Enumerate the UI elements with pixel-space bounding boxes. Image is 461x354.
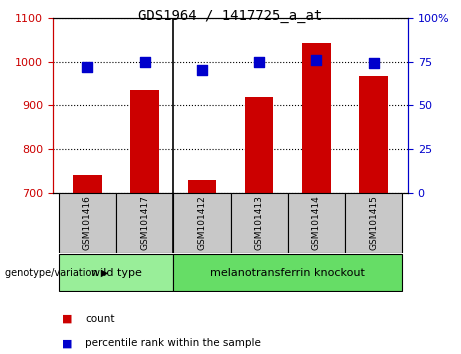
Bar <box>359 75 388 193</box>
Text: melanotransferrin knockout: melanotransferrin knockout <box>210 268 365 278</box>
Text: genotype/variation ▶: genotype/variation ▶ <box>5 268 108 278</box>
Text: GSM101412: GSM101412 <box>197 196 207 250</box>
Point <box>198 67 206 73</box>
FancyBboxPatch shape <box>116 193 173 253</box>
Bar <box>302 43 331 193</box>
Text: GSM101416: GSM101416 <box>83 195 92 251</box>
Text: ■: ■ <box>62 314 73 324</box>
Bar <box>73 176 102 193</box>
Point <box>255 59 263 64</box>
Point <box>141 59 148 64</box>
Text: GSM101415: GSM101415 <box>369 195 378 251</box>
Text: percentile rank within the sample: percentile rank within the sample <box>85 338 261 348</box>
Text: GDS1964 / 1417725_a_at: GDS1964 / 1417725_a_at <box>138 9 323 23</box>
Text: ■: ■ <box>62 338 73 348</box>
Text: GSM101413: GSM101413 <box>254 195 264 251</box>
Bar <box>188 180 216 193</box>
Text: GSM101417: GSM101417 <box>140 195 149 251</box>
Text: count: count <box>85 314 115 324</box>
FancyBboxPatch shape <box>173 254 402 291</box>
Text: wild type: wild type <box>90 268 142 278</box>
Bar <box>245 97 273 193</box>
Point <box>313 57 320 63</box>
Text: GSM101414: GSM101414 <box>312 196 321 250</box>
Point <box>84 64 91 70</box>
FancyBboxPatch shape <box>59 193 116 253</box>
FancyBboxPatch shape <box>288 193 345 253</box>
Bar <box>130 90 159 193</box>
Point <box>370 61 377 66</box>
FancyBboxPatch shape <box>173 193 230 253</box>
FancyBboxPatch shape <box>230 193 288 253</box>
FancyBboxPatch shape <box>345 193 402 253</box>
FancyBboxPatch shape <box>59 254 173 291</box>
